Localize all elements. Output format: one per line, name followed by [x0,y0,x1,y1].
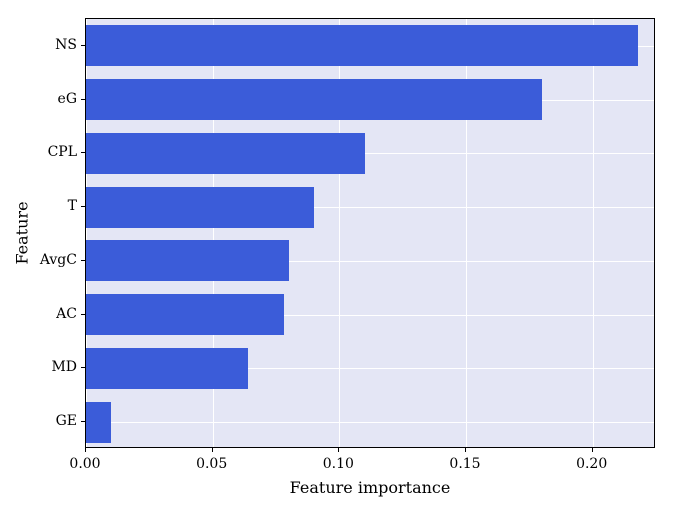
y-tick-label: GE [56,413,77,429]
y-tick [81,314,85,315]
x-tick [338,448,339,452]
y-tick [81,45,85,46]
feature-importance-chart: Feature Feature importance NS eG CPL T AvgC A… [0,0,685,509]
bar-T [86,187,314,228]
x-tick-label: 0.00 [69,456,100,472]
y-tick [81,367,85,368]
gridline-horizontal [86,422,654,423]
y-tick-label: AC [56,306,77,322]
y-tick-label: AvgC [40,252,77,268]
x-tick [85,448,86,452]
bar-MD [86,348,248,389]
x-tick-label: 0.15 [449,456,480,472]
y-tick-label: CPL [48,144,77,160]
x-axis-label: Feature importance [290,478,451,497]
bar-GE [86,402,111,443]
y-tick-label: MD [51,359,77,375]
x-tick-label: 0.20 [576,456,607,472]
bar-NS [86,25,638,66]
x-tick-label: 0.05 [196,456,227,472]
y-tick-label: NS [55,37,77,53]
gridline-vertical [593,19,594,447]
bar-AvgC [86,240,289,281]
y-tick [81,206,85,207]
x-tick-label: 0.10 [323,456,354,472]
y-tick [81,152,85,153]
y-tick [81,99,85,100]
y-tick [81,421,85,422]
y-axis-label: Feature [13,201,32,264]
y-tick-label: T [68,198,77,214]
x-tick [592,448,593,452]
x-tick [465,448,466,452]
bar-AC [86,294,284,335]
bar-CPL [86,133,365,174]
y-tick-label: eG [58,91,77,107]
plot-area [85,18,655,448]
bar-eG [86,79,542,120]
x-tick [212,448,213,452]
y-tick [81,260,85,261]
